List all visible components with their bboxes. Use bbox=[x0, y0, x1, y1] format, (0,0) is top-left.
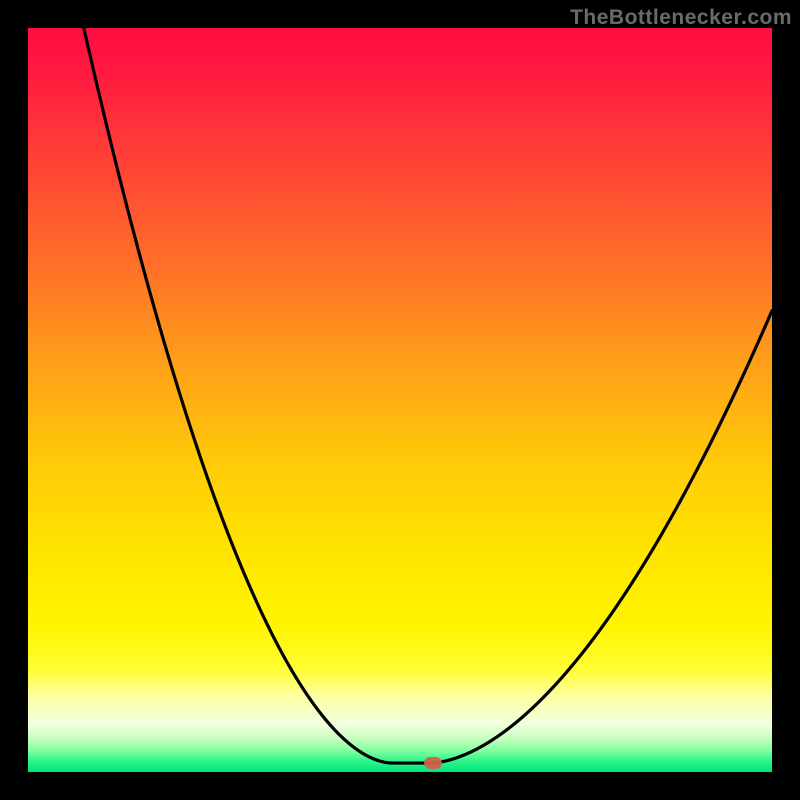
optimal-point-marker bbox=[425, 756, 443, 768]
bottleneck-curve-chart bbox=[28, 28, 772, 772]
marker-shape bbox=[425, 757, 443, 769]
chart-stage: TheBottlenecker.com bbox=[0, 0, 800, 800]
watermark-text: TheBottlenecker.com bbox=[570, 6, 792, 30]
gradient-background bbox=[28, 28, 772, 772]
plot-area bbox=[28, 28, 772, 772]
marker-pill bbox=[425, 757, 443, 769]
